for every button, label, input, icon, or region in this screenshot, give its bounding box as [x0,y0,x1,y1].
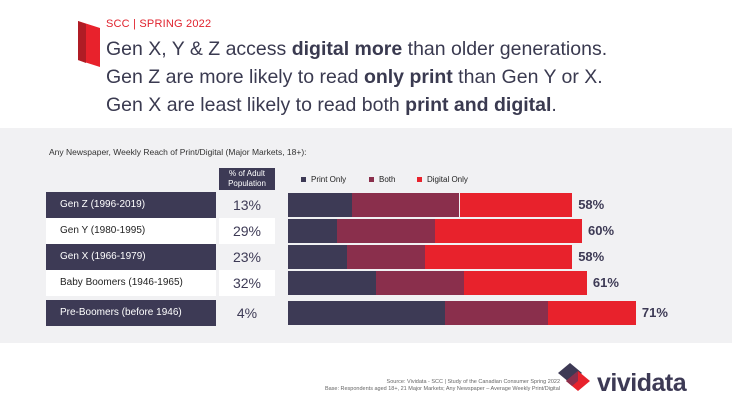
legend-item-print-only: Print Only [301,175,346,184]
headline-line-2: Gen Z are more likely to read only print… [106,66,603,88]
section-kicker: SCC | SPRING 2022 [106,18,212,30]
source-note: Source: Vividata - SCC | Study of the Ca… [325,379,560,393]
bar-segment-digital-only [464,271,587,295]
bar-segment-both [444,301,548,325]
legend-swatch [417,177,422,183]
population-pct: 29% [219,218,275,244]
bar-segment-both [376,271,465,295]
legend-swatch [301,177,306,183]
bar-segment-both [351,193,460,217]
bar-segment-print-only [288,301,445,325]
legend-item-both: Both [369,175,395,184]
population-pct: 13% [232,197,262,213]
bar-segment-both [337,219,435,243]
legend-label: Digital Only [427,175,468,184]
bar-segment-digital-only [425,245,573,269]
bar-segment-print-only [288,245,347,269]
population-pct: 23% [232,249,262,265]
legend-item-digital-only: Digital Only [417,175,468,184]
bar-segment-print-only [288,219,337,243]
headline-line-1: Gen X, Y & Z access digital more than ol… [106,38,608,60]
legend-swatch [369,177,374,183]
source-line: Source: Vividata - SCC | Study of the Ca… [386,379,560,385]
bar-segment-print-only [288,271,377,295]
bar-segment-print-only [288,193,352,217]
bar-total-label: 58% [578,249,605,264]
category-label: Gen Y (1980-1995) [46,218,216,244]
headline-line-3: Gen X are least likely to read both prin… [106,94,557,116]
legend-label: Both [379,175,396,184]
bar-segment-digital-only [435,219,582,243]
vividata-logo-icon [558,363,590,391]
category-label: Gen Z (1996-2019) [46,192,216,218]
bar-total-label: 58% [578,197,605,212]
bar-segment-both [346,245,426,269]
bar-total-label: 71% [641,305,668,320]
brand-mark-icon [78,21,100,67]
category-label: Pre-Boomers (before 1946) [46,300,216,326]
legend-label: Print Only [311,175,347,184]
chart-title: Any Newspaper, Weekly Reach of Print/Dig… [49,147,307,157]
population-pct: 32% [219,270,275,296]
bar-segment-digital-only [459,193,573,217]
category-label: Gen X (1966-1979) [46,244,216,270]
category-label: Baby Boomers (1946-1965) [46,270,216,296]
brand-wordmark: vividata [597,369,687,397]
bar-segment-digital-only [547,301,636,325]
population-column-header: % of Adult Population [219,168,275,190]
bar-total-label: 60% [588,223,615,238]
base-line: Base: Respondents aged 18+, 21 Major Mar… [324,386,560,392]
bar-total-label: 61% [592,275,619,290]
population-pct: 4% [236,305,258,321]
